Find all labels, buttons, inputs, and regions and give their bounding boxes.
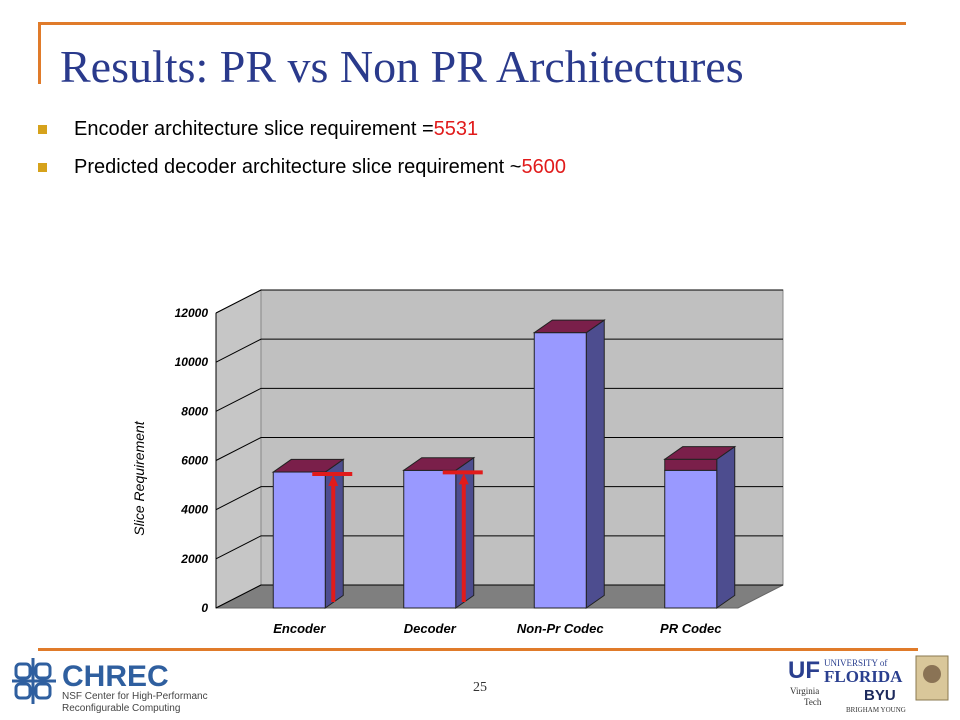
frame-left-line — [38, 22, 41, 84]
y-axis-label: Slice Requirement — [131, 420, 147, 535]
bar — [664, 469, 718, 609]
gridline — [215, 338, 783, 363]
x-tick-label: Non-Pr Codec — [517, 621, 604, 636]
x-tick-label: Encoder — [273, 621, 326, 636]
bar — [533, 332, 587, 609]
uf-mark: UF — [788, 657, 820, 684]
page-number: 25 — [473, 680, 487, 695]
gridline — [215, 486, 783, 511]
bar-top — [271, 458, 345, 473]
vt-line-1: Virginia — [790, 686, 819, 696]
bullet-value: 5531 — [433, 117, 479, 140]
y-tick-label: 0 — [201, 601, 208, 615]
bar-top — [402, 457, 476, 471]
chrec-logo: CHREC NSF Center for High-Performance Re… — [12, 658, 208, 714]
gridline — [215, 437, 783, 461]
vt-line-2: Tech — [804, 697, 822, 707]
slice-requirement-chart: 0 2000 4000 6000 8000 10000 12000 Slice Require… — [131, 289, 784, 636]
bullet-icon — [38, 162, 47, 172]
chrec-circuit-icon — [12, 658, 56, 704]
slide-title: Results: PR vs Non PR Architectures — [60, 41, 744, 92]
annotation-arrow-head — [458, 473, 469, 485]
bullet-decoder: Predicted decoder architecture slice req… — [38, 148, 566, 186]
bullet-text: Predicted decoder architecture slice req… — [74, 155, 522, 178]
frame-top-line — [38, 22, 906, 25]
chrec-subtitle-2: Reconfigurable Computing — [62, 703, 180, 714]
gridline — [215, 584, 783, 609]
bullet-value: 5600 — [521, 155, 566, 178]
y-tick-label: 10000 — [175, 355, 209, 369]
bullet-text: Encoder architecture slice requirement = — [74, 117, 434, 140]
gridline — [215, 289, 783, 314]
bar-side — [716, 445, 736, 609]
portrait-head — [923, 665, 941, 683]
bar — [272, 471, 326, 609]
annotation-arrow-head — [328, 475, 339, 487]
chrec-subtitle-1: NSF Center for High-Performance — [62, 691, 208, 702]
partner-logos: UF UNIVERSITY of FLORIDA Virginia Tech B… — [788, 655, 949, 714]
gridline — [215, 535, 783, 560]
x-tick-label: Decoder — [404, 621, 457, 636]
byu-mark: BYU — [864, 687, 896, 704]
bullet-icon — [38, 124, 47, 134]
y-tick-label: 2000 — [180, 552, 208, 566]
chrec-name: CHREC — [62, 660, 169, 693]
uf-line-1: UNIVERSITY of — [824, 658, 887, 668]
y-tick-label: 12000 — [175, 306, 209, 320]
bar-stack-segment — [664, 458, 718, 471]
y-tick-label: 8000 — [181, 404, 208, 418]
uf-line-2: FLORIDA — [824, 667, 903, 686]
gridline — [215, 387, 783, 412]
bullet-list: Encoder architecture slice requirement =… — [38, 110, 566, 186]
bar-top — [663, 446, 737, 460]
bar-side — [585, 319, 605, 609]
byu-subtitle: BRIGHAM YOUNG — [846, 706, 906, 714]
y-tick-label: 6000 — [181, 454, 208, 468]
bar-top — [532, 319, 606, 334]
bar — [403, 469, 457, 609]
frame-bottom-line — [38, 648, 918, 651]
bullet-encoder: Encoder architecture slice requirement =… — [38, 110, 566, 148]
y-tick-label: 4000 — [180, 503, 208, 517]
x-tick-label: PR Codec — [660, 621, 722, 636]
